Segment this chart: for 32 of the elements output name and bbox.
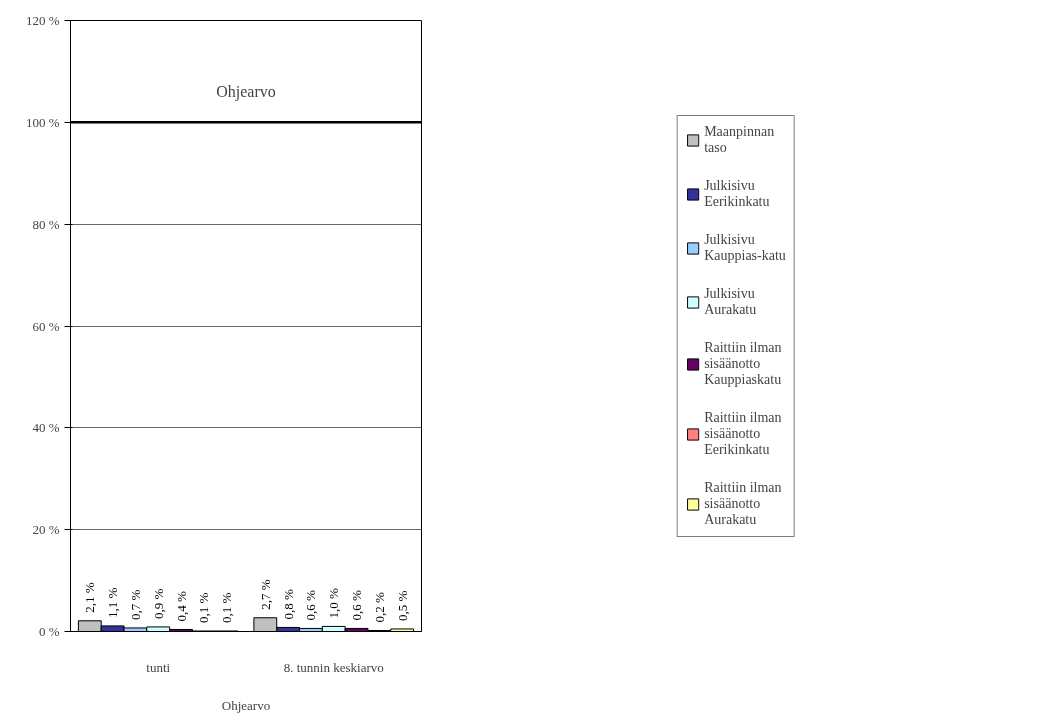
legend-label: Julkisivu Aurakatu (704, 285, 757, 318)
data-label: 1,0 % (326, 587, 342, 619)
legend-label: Raittiin ilman sisäänotto Eerikinkatu (704, 409, 782, 458)
x-tick-label: tunti (146, 659, 171, 675)
legend-label: Julkisivu Eerikinkatu (704, 177, 770, 210)
data-label: 0,6 % (303, 589, 319, 621)
y-tick-label: 120 % (25, 13, 60, 28)
data-label: 0,2 % (371, 591, 387, 623)
legend-label: Raittiin ilman sisäänotto Aurakatu (704, 479, 782, 528)
y-tick-label: 20 % (32, 522, 60, 538)
data-label: 1,1 % (105, 587, 121, 618)
data-label: 0,1 % (196, 592, 212, 623)
legend-label: Maanpinnan taso (704, 123, 775, 156)
legend-label: Julkisivu Kauppias-katu (704, 231, 786, 264)
data-label: 0,9 % (150, 588, 166, 619)
x-axis-title: Ohjearvo (221, 697, 271, 713)
data-label: 0,7 % (127, 589, 143, 620)
data-label: 0,8 % (280, 588, 296, 620)
y-tick-label: 0 % (38, 624, 60, 639)
data-label: 2,7 % (257, 579, 273, 610)
x-tick-label: 8. tunnin keskiarvo (283, 659, 384, 675)
data-label: 0,5 % (394, 590, 410, 621)
y-tick-label: 100 % (25, 114, 60, 130)
data-label: 0,6 % (349, 589, 365, 621)
data-label: 0,1 % (219, 592, 235, 623)
data-label: 0,4 % (173, 590, 189, 622)
y-tick-label: 40 % (32, 420, 60, 436)
y-tick-label: 80 % (32, 216, 60, 232)
ref-line-label: Ohjearvo (216, 83, 276, 102)
y-tick-label: 60 % (32, 318, 60, 334)
data-label: 2,1 % (82, 582, 98, 613)
legend-label: Raittiin ilman sisäänotto Kauppiaskatu (704, 339, 782, 388)
